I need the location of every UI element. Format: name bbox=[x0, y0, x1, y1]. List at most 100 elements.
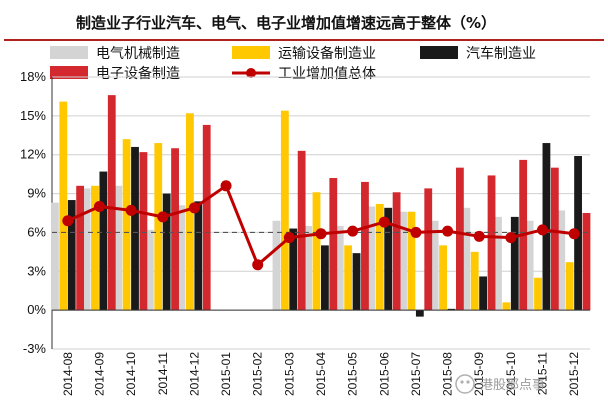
y-tick-label: 0% bbox=[27, 302, 46, 317]
bar-汽车制造业-2014-11 bbox=[162, 193, 171, 311]
x-tick-label: 2015-03 bbox=[282, 352, 296, 396]
point-2015-12 bbox=[568, 228, 580, 240]
bar-电气机械制造-2015-10 bbox=[494, 216, 502, 311]
point-2015-06 bbox=[378, 216, 390, 228]
bar-电气机械制造-2015-03 bbox=[272, 220, 281, 311]
legend-label-工业增加值总体: 工业增加值总体 bbox=[278, 66, 376, 82]
x-tick-label: 2014-10 bbox=[124, 352, 138, 396]
x-tick-label: 2015-12 bbox=[567, 352, 581, 396]
point-2015-09 bbox=[473, 230, 485, 242]
bar-运输设备制造业-2015-06 bbox=[375, 203, 384, 311]
bar-运输设备制造业-2014-12 bbox=[186, 113, 194, 311]
bar-运输设备制造业-2014-10 bbox=[122, 139, 131, 311]
x-tick-label: 2015-01 bbox=[219, 352, 233, 396]
point-2015-11 bbox=[537, 224, 549, 236]
point-2015-10 bbox=[505, 232, 517, 244]
bar-电子设备制造-2015-12 bbox=[582, 213, 591, 311]
bar-电气机械制造-2015-09 bbox=[462, 207, 471, 311]
y-axis: -3% 0% 3% 6% 9% 12% 15% 18% bbox=[20, 69, 53, 356]
x-tick-label: 2015-10 bbox=[504, 352, 518, 396]
watermark-text: 港股那点事 bbox=[480, 378, 545, 393]
bar-电气机械制造-2015-08 bbox=[430, 220, 439, 311]
bar-电子设备制造-2015-04 bbox=[329, 178, 338, 311]
bar-运输设备制造业-2015-09 bbox=[470, 251, 479, 311]
watermark-icon bbox=[455, 374, 475, 394]
x-tick-label: 2015-02 bbox=[251, 352, 265, 396]
y-tick-label: 6% bbox=[27, 224, 46, 239]
bar-电气机械制造-2014-10 bbox=[114, 185, 123, 311]
bar-运输设备制造业-2015-04 bbox=[312, 192, 321, 311]
legend-swatch-电子设备制造 bbox=[50, 66, 88, 79]
bar-电气机械制造-2014-09 bbox=[82, 188, 91, 311]
bar-汽车制造业-2015-03 bbox=[289, 228, 298, 311]
bar-电子设备制造-2014-08 bbox=[76, 185, 85, 311]
y-tick-label: -3% bbox=[23, 341, 47, 356]
point-2014-08 bbox=[62, 215, 74, 227]
watermark-icon-dot bbox=[466, 380, 470, 384]
bar-汽车制造业-2014-09 bbox=[99, 171, 108, 311]
total-line bbox=[62, 180, 580, 271]
point-2015-02 bbox=[252, 259, 264, 271]
bar-汽车制造业-2015-05 bbox=[352, 253, 361, 311]
bar-电气机械制造-2015-04 bbox=[304, 225, 312, 311]
bar-运输设备制造业-2014-08 bbox=[59, 101, 68, 311]
bar-运输设备制造业-2014-09 bbox=[91, 185, 99, 311]
watermark: 港股那点事 bbox=[455, 374, 545, 394]
point-2015-08 bbox=[442, 225, 454, 237]
bar-运输设备制造业-2015-12 bbox=[565, 262, 574, 311]
x-tick-label: 2015-06 bbox=[377, 352, 391, 396]
point-2014-09 bbox=[93, 201, 105, 213]
bar-汽车制造业-2014-12 bbox=[194, 201, 203, 311]
bar-汽车制造业-2015-08 bbox=[447, 308, 456, 311]
x-tick-label: 2014-11 bbox=[156, 352, 170, 395]
chart-title: 制造业子行业汽车、电气、电子业增加值增速远高于整体（%） bbox=[76, 14, 496, 32]
bar-运输设备制造业-2014-11 bbox=[154, 143, 163, 311]
bar-汽车制造业-2015-09 bbox=[479, 276, 488, 311]
bar-汽车制造业-2015-06 bbox=[384, 207, 393, 311]
bar-运输设备制造业-2015-11 bbox=[534, 277, 542, 311]
bar-电子设备制造-2014-10 bbox=[139, 152, 148, 311]
x-tick-label: 2015-05 bbox=[346, 352, 360, 396]
x-tick-label: 2015-09 bbox=[472, 352, 486, 396]
y-tick-label: 15% bbox=[20, 108, 46, 123]
x-axis: 2014-08 2014-09 2014-10 2014-11 2014-12 2015-… bbox=[61, 352, 581, 396]
bar-电气机械制造-2015-05 bbox=[335, 225, 344, 311]
bar-运输设备制造业-2015-10 bbox=[502, 302, 511, 311]
x-tick-label: 2015-08 bbox=[441, 352, 455, 396]
x-tick-label: 2014-08 bbox=[61, 352, 75, 396]
point-2014-11 bbox=[157, 211, 169, 223]
bar-电子设备制造-2015-09 bbox=[487, 175, 496, 311]
point-2014-10 bbox=[125, 204, 137, 216]
legend-label-电子设备制造: 电子设备制造 bbox=[96, 65, 180, 82]
point-2015-03 bbox=[283, 232, 295, 244]
bar-电子设备制造-2014-09 bbox=[107, 95, 116, 311]
point-2015-01 bbox=[220, 180, 232, 192]
point-2015-07 bbox=[410, 226, 422, 238]
bar-汽车制造业-2014-08 bbox=[67, 200, 76, 311]
legend-swatch-电气机械制造 bbox=[50, 46, 88, 59]
bar-电子设备制造-2015-07 bbox=[424, 188, 433, 311]
bar-汽车制造业-2015-04 bbox=[321, 245, 329, 311]
bar-电子设备制造-2015-08 bbox=[455, 167, 464, 311]
bar-运输设备制造业-2015-05 bbox=[344, 245, 353, 311]
bar-汽车制造业-2015-07 bbox=[415, 310, 424, 317]
x-tick-label: 2014-12 bbox=[187, 352, 201, 396]
bar-运输设备制造业-2015-07 bbox=[407, 211, 416, 311]
y-tick-label: 9% bbox=[27, 186, 46, 201]
bar-电气机械制造-2014-12 bbox=[177, 205, 186, 311]
x-tick-label: 2015-11 bbox=[536, 352, 550, 395]
bar-汽车制造业-2015-10 bbox=[510, 216, 519, 311]
watermark-icon-dot bbox=[460, 380, 464, 384]
legend-marker-工业增加值总体 bbox=[246, 68, 256, 78]
x-tick-label: 2015-07 bbox=[409, 352, 423, 396]
bar-运输设备制造业-2015-08 bbox=[439, 245, 447, 311]
bar-电子设备制造-2015-06 bbox=[392, 192, 401, 311]
point-2014-12 bbox=[188, 202, 200, 214]
bar-电子设备制造-2014-11 bbox=[171, 148, 179, 311]
point-2015-05 bbox=[347, 225, 359, 237]
legend-swatch-运输设备制造业 bbox=[232, 46, 270, 59]
legend-label-电气机械制造: 电气机械制造 bbox=[96, 46, 180, 62]
bar-电气机械制造-2015-07 bbox=[399, 211, 407, 311]
